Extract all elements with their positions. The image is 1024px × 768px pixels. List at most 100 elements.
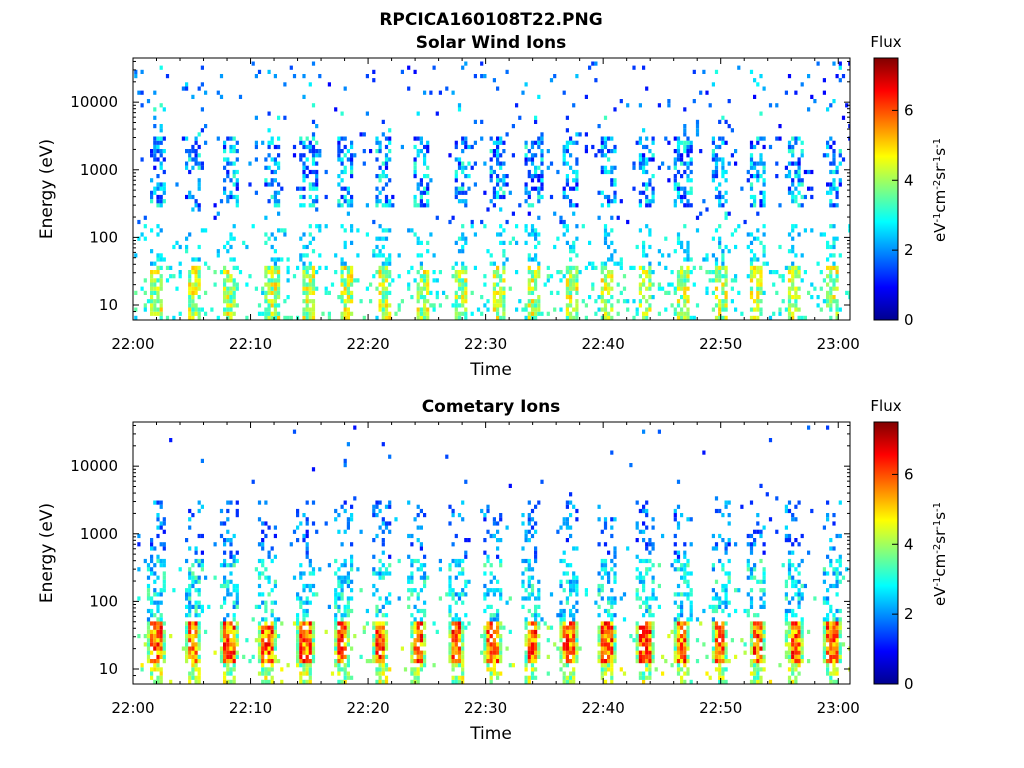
spectrogram-cell	[496, 161, 500, 166]
spectrogram-cell	[413, 659, 417, 664]
spectrogram-cell	[645, 286, 649, 291]
spectrogram-cell	[724, 629, 728, 634]
spectrogram-cell	[667, 99, 671, 104]
spectrogram-cell	[188, 604, 192, 609]
spectrogram-cell	[340, 194, 344, 200]
spectrogram-cell	[496, 307, 500, 312]
spectrogram-cell	[324, 169, 328, 175]
spectrogram-cell	[388, 136, 392, 141]
spectrogram-cell	[273, 290, 277, 295]
spectrogram-cell	[223, 621, 227, 626]
spectrogram-cell	[753, 144, 757, 150]
spectrogram-cell	[153, 140, 157, 145]
spectrogram-cell	[569, 608, 573, 614]
spectrogram-cell	[575, 629, 579, 634]
spectrogram-cell	[549, 290, 554, 295]
spectrogram-cell	[159, 504, 163, 509]
spectrogram-cell	[299, 596, 303, 601]
spectrogram-cell	[680, 638, 684, 643]
spectrogram-cell	[711, 169, 715, 175]
spectrogram-cell	[718, 244, 722, 250]
spectrogram-cell	[454, 174, 458, 179]
spectrogram-cell	[337, 140, 341, 145]
spectrogram-cell	[727, 99, 731, 104]
spectrogram-cell	[714, 596, 719, 601]
spectrogram-cell	[689, 617, 693, 622]
spectrogram-cell	[489, 571, 493, 576]
spectrogram-cell	[753, 671, 757, 676]
spectrogram-cell	[638, 642, 642, 647]
spectrogram-cell	[721, 583, 725, 589]
spectrogram-cell	[223, 165, 227, 170]
spectrogram-cell	[705, 654, 709, 659]
spectrogram-cell	[302, 621, 306, 626]
spectrogram-cell	[229, 161, 233, 166]
spectrogram-cell	[661, 654, 665, 659]
spectrogram-cell	[451, 667, 455, 672]
spectrogram-cell	[486, 207, 490, 212]
spectrogram-cell	[235, 513, 239, 518]
spectrogram-cell	[191, 295, 195, 300]
spectrogram-cell	[232, 236, 236, 241]
spectrogram-cell	[378, 642, 382, 647]
spectrogram-cell	[254, 567, 258, 572]
spectrogram-cell	[648, 625, 652, 630]
spectrogram-cell	[502, 194, 506, 200]
spectrogram-cell	[264, 270, 268, 275]
spectrogram-cell	[296, 513, 300, 518]
spectrogram-cell	[156, 295, 160, 300]
spectrogram-cell	[340, 654, 344, 659]
spectrogram-cell	[638, 165, 642, 170]
spectrogram-cell	[565, 265, 569, 270]
spectrogram-cell	[413, 588, 417, 593]
spectrogram-cell	[527, 290, 531, 295]
spectrogram-cell	[680, 140, 684, 145]
spectrogram-cell	[534, 638, 538, 643]
spectrogram-cell	[346, 654, 350, 659]
spectrogram-cell	[826, 303, 830, 308]
spectrogram-cell	[537, 579, 541, 584]
spectrogram-cell	[508, 190, 512, 195]
spectrogram-cell	[610, 638, 614, 643]
spectrogram-cell	[384, 315, 389, 320]
spectrogram-cell	[223, 663, 227, 668]
spectrogram-cell	[569, 642, 573, 647]
spectrogram-cell	[569, 286, 573, 291]
spectrogram-cell	[676, 286, 681, 291]
spectrogram-cell	[794, 625, 798, 630]
spectrogram-cell	[299, 563, 303, 568]
spectrogram-cell	[464, 625, 468, 630]
spectrogram-cell	[423, 153, 427, 158]
spectrogram-cell	[308, 663, 312, 668]
spectrogram-cell	[619, 257, 623, 262]
spectrogram-cell	[797, 642, 801, 647]
spectrogram-cell	[791, 265, 795, 270]
spectrogram-cell	[492, 186, 496, 191]
spectrogram-cell	[311, 153, 316, 158]
spectrogram-cell	[226, 538, 230, 543]
spectrogram-cell	[457, 634, 462, 639]
spectrogram-cell	[756, 315, 760, 320]
spectrogram-cell	[159, 253, 163, 258]
spectrogram-cell	[527, 257, 531, 262]
spectrogram-cell	[635, 588, 639, 593]
spectrogram-cell	[702, 199, 706, 204]
spectrogram-cell	[311, 282, 316, 287]
spectrogram-cell	[670, 303, 674, 308]
spectrogram-cell	[191, 621, 195, 626]
spectrogram-cell	[381, 575, 385, 580]
spectrogram-cell	[448, 588, 452, 593]
spectrogram-cell	[235, 642, 239, 647]
spectrogram-cell	[226, 278, 230, 283]
spectrogram-cell	[156, 174, 160, 179]
spectrogram-cell	[496, 311, 500, 316]
spectrogram-cell	[318, 253, 322, 258]
spectrogram-cell	[569, 265, 573, 270]
spectrogram-cell	[537, 199, 541, 204]
spectrogram-cell	[791, 144, 795, 150]
spectrogram-cell	[229, 290, 233, 295]
spectrogram-cell	[759, 659, 763, 664]
spectrogram-cell	[153, 629, 157, 634]
spectrogram-cell	[572, 571, 576, 576]
spectrogram-cell	[648, 261, 652, 266]
